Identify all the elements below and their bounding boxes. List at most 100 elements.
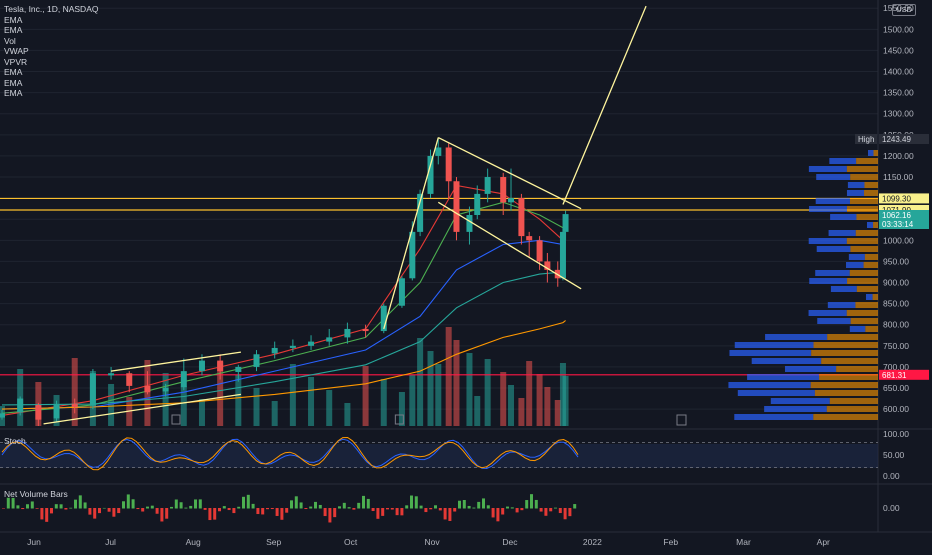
ema-line <box>1 184 567 416</box>
trendline[interactable] <box>437 201 582 290</box>
vpvr-bar-down <box>856 214 878 220</box>
candle-body[interactable] <box>326 337 333 342</box>
candle-body[interactable] <box>71 404 78 408</box>
indicator-vwap[interactable]: VWAP <box>4 46 29 56</box>
price-label-last[interactable]: 1062.16 <box>882 211 911 220</box>
candle-body[interactable] <box>474 193 481 215</box>
net-volume-bar <box>573 504 577 509</box>
candle-body[interactable] <box>544 261 551 270</box>
indicator-ema-2[interactable]: EMA <box>4 25 23 35</box>
vpvr-bar-down <box>856 158 878 164</box>
indicator-ema-5[interactable]: EMA <box>4 88 23 98</box>
price-label-support[interactable]: 681.31 <box>882 371 907 380</box>
candle-body[interactable] <box>484 177 491 194</box>
net-volume-bar <box>93 508 97 519</box>
price-label-countdown[interactable]: 03:33:14 <box>882 220 914 229</box>
chart-title[interactable]: Tesla, Inc., 1D, NASDAQ <box>4 4 99 14</box>
candle-body[interactable] <box>526 236 533 241</box>
vpvr-bar-up <box>816 246 851 252</box>
net-volume-bar <box>242 496 245 509</box>
time-axis-label: 2022 <box>583 537 602 547</box>
indicator-ema-4[interactable]: EMA <box>4 77 23 88</box>
candle-body[interactable] <box>435 147 442 156</box>
price-tick-label: 800.00 <box>883 320 909 330</box>
vpvr-bar-up <box>751 358 822 364</box>
candle-body[interactable] <box>536 240 543 262</box>
candle-body[interactable] <box>108 373 115 376</box>
candle-body[interactable] <box>35 404 42 420</box>
volume-bar <box>544 387 551 426</box>
trendline[interactable] <box>110 351 242 372</box>
indicator-ema-3[interactable]: EMA <box>4 67 23 77</box>
volume-bar <box>453 340 460 426</box>
nvb-pane-label[interactable]: Net Volume Bars <box>4 489 68 499</box>
volume-bar <box>562 376 569 426</box>
candle-body[interactable] <box>466 215 473 232</box>
earnings-marker-icon[interactable] <box>676 414 687 426</box>
net-volume-bar <box>347 507 351 509</box>
candle-body[interactable] <box>445 147 452 182</box>
indicator-ema-1[interactable]: EMA <box>4 14 23 25</box>
currency-badge[interactable]: USD <box>892 4 916 16</box>
candle-body[interactable] <box>398 278 405 306</box>
candle-body[interactable] <box>17 398 24 413</box>
net-volume-bar <box>189 505 193 509</box>
candle-body[interactable] <box>427 155 434 194</box>
net-volume-bar <box>530 494 533 509</box>
trendline[interactable] <box>43 393 242 425</box>
candle-body[interactable] <box>253 354 260 367</box>
vpvr-bar-down <box>864 182 878 188</box>
net-volume-bar <box>11 497 15 509</box>
candle-body[interactable] <box>217 360 224 372</box>
net-volume-bar <box>155 508 159 514</box>
indicator-vol[interactable]: Vol <box>4 35 16 46</box>
candle-body[interactable] <box>453 181 460 232</box>
candle-body[interactable] <box>417 193 424 232</box>
stoch-pane-label[interactable]: Stoch <box>4 436 26 446</box>
net-volume-bar <box>251 503 255 509</box>
candle-body[interactable] <box>508 198 515 203</box>
trendline[interactable] <box>438 136 582 210</box>
vpvr-bar-down <box>873 150 878 156</box>
candle-body[interactable] <box>362 328 369 332</box>
net-volume-bar <box>549 508 553 512</box>
net-volume-bar <box>328 508 332 523</box>
candle-body[interactable] <box>235 366 242 372</box>
vpvr-bar-up <box>764 406 827 412</box>
candle-body[interactable] <box>289 345 296 348</box>
candle-body[interactable] <box>162 388 169 392</box>
candle-body[interactable] <box>126 373 133 386</box>
net-volume-bar <box>510 507 514 509</box>
candle-body[interactable] <box>180 371 187 388</box>
candle-body[interactable] <box>271 347 278 354</box>
candle-body[interactable] <box>409 231 416 279</box>
earnings-marker-icon[interactable] <box>394 414 404 425</box>
candle-body[interactable] <box>559 231 566 279</box>
vpvr-bar-up <box>808 166 847 172</box>
candle-body[interactable] <box>198 360 205 372</box>
candle-body[interactable] <box>518 198 525 237</box>
candle-body[interactable] <box>0 413 5 418</box>
trendline[interactable] <box>383 137 439 330</box>
net-volume-bar <box>390 508 394 510</box>
net-volume-bar <box>237 506 241 509</box>
candle-body[interactable] <box>53 404 60 419</box>
candle-body[interactable] <box>500 177 507 203</box>
candle-body[interactable] <box>380 305 387 332</box>
earnings-marker-icon[interactable] <box>171 414 181 425</box>
price-label-high_value[interactable]: 1243.49 <box>882 135 911 144</box>
trendline[interactable] <box>562 5 647 205</box>
candle-body[interactable] <box>144 385 151 393</box>
net-volume-bar <box>419 505 423 509</box>
candle-body[interactable] <box>308 341 315 346</box>
net-volume-bar <box>309 506 313 509</box>
candle-body[interactable] <box>89 373 96 406</box>
candle-body[interactable] <box>562 214 569 232</box>
price-tick-label: 1550.00 <box>883 3 914 13</box>
candle-body[interactable] <box>344 328 351 338</box>
indicator-vpvr[interactable]: VPVR <box>4 56 28 67</box>
price-label-high_tag[interactable]: High <box>858 135 874 144</box>
price-label-level[interactable]: 1099.30 <box>882 194 911 203</box>
